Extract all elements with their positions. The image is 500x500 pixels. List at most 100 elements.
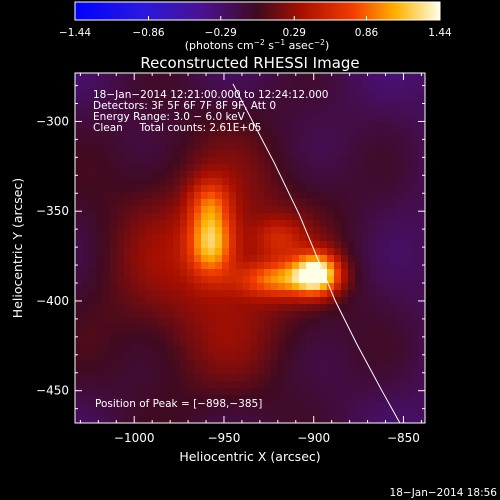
heatmap-cell bbox=[411, 297, 419, 305]
heatmap-cell bbox=[117, 227, 125, 235]
heatmap-cell bbox=[117, 353, 125, 361]
heatmap-cell bbox=[96, 185, 104, 193]
heatmap-cell bbox=[103, 213, 111, 221]
heatmap-cell bbox=[89, 297, 97, 305]
heatmap-cell bbox=[96, 311, 104, 319]
heatmap-cell bbox=[187, 395, 195, 403]
heatmap-cell bbox=[103, 178, 111, 186]
heatmap-cell bbox=[131, 178, 139, 186]
heatmap-cell bbox=[194, 395, 202, 403]
heatmap-cell bbox=[243, 269, 251, 277]
heatmap-cell bbox=[306, 94, 314, 102]
heatmap-cell bbox=[362, 164, 370, 172]
heatmap-cell bbox=[124, 346, 132, 354]
heatmap-cell bbox=[397, 157, 405, 165]
heatmap-cell bbox=[82, 150, 90, 158]
heatmap-cell bbox=[103, 297, 111, 305]
heatmap-cell bbox=[397, 227, 405, 235]
heatmap-cell bbox=[348, 136, 356, 144]
heatmap-cell bbox=[271, 255, 279, 263]
heatmap-cell bbox=[131, 332, 139, 340]
heatmap-cell bbox=[299, 290, 307, 298]
heatmap-cell bbox=[327, 213, 335, 221]
heatmap-cell bbox=[82, 101, 90, 109]
heatmap-cell bbox=[376, 94, 384, 102]
heatmap-cell bbox=[355, 360, 363, 368]
heatmap-cell bbox=[215, 297, 223, 305]
heatmap-cell bbox=[313, 381, 321, 389]
heatmap-cell bbox=[152, 290, 160, 298]
heatmap-cell bbox=[362, 353, 370, 361]
heatmap-cell bbox=[271, 339, 279, 347]
heatmap-cell bbox=[306, 108, 314, 116]
heatmap-cell bbox=[341, 199, 349, 207]
heatmap-cell bbox=[271, 136, 279, 144]
heatmap-cell bbox=[96, 73, 104, 81]
heatmap-cell bbox=[264, 402, 272, 410]
heatmap-cell bbox=[376, 304, 384, 312]
heatmap-cell bbox=[208, 206, 216, 214]
heatmap-cell bbox=[418, 388, 425, 396]
heatmap-cell bbox=[187, 416, 195, 423]
heatmap-cell bbox=[82, 94, 90, 102]
heatmap-cell bbox=[306, 213, 314, 221]
heatmap-cell bbox=[334, 122, 342, 130]
heatmap-cell bbox=[187, 248, 195, 256]
heatmap-cell bbox=[341, 157, 349, 165]
heatmap-cell bbox=[138, 136, 146, 144]
heatmap-cell bbox=[334, 269, 342, 277]
heatmap-cell bbox=[103, 87, 111, 95]
heatmap-cell bbox=[117, 381, 125, 389]
heatmap-cell bbox=[89, 318, 97, 326]
heatmap-cell bbox=[173, 143, 181, 151]
heatmap-cell bbox=[138, 115, 146, 123]
heatmap-cell bbox=[292, 409, 300, 417]
heatmap-cell bbox=[89, 367, 97, 375]
heatmap-cell bbox=[117, 311, 125, 319]
heatmap-cell bbox=[250, 227, 258, 235]
heatmap-cell bbox=[138, 87, 146, 95]
heatmap-cell bbox=[250, 276, 258, 284]
heatmap-cell bbox=[292, 227, 300, 235]
heatmap-cell bbox=[278, 367, 286, 375]
heatmap-cell bbox=[390, 192, 398, 200]
heatmap-cell bbox=[411, 248, 419, 256]
heatmap-cell bbox=[117, 374, 125, 382]
heatmap-cell bbox=[229, 388, 237, 396]
heatmap-cell bbox=[390, 297, 398, 305]
heatmap-cell bbox=[82, 332, 90, 340]
heatmap-cell bbox=[138, 402, 146, 410]
heatmap-cell bbox=[292, 262, 300, 270]
heatmap-cell bbox=[96, 395, 104, 403]
heatmap-cell bbox=[271, 360, 279, 368]
heatmap-cell bbox=[418, 367, 425, 375]
heatmap-cell bbox=[187, 276, 195, 284]
heatmap-cell bbox=[131, 346, 139, 354]
heatmap-cell bbox=[215, 178, 223, 186]
heatmap-cell bbox=[320, 374, 328, 382]
heatmap-cell bbox=[208, 73, 216, 81]
heatmap-cell bbox=[152, 150, 160, 158]
heatmap-cell bbox=[306, 157, 314, 165]
heatmap-cell bbox=[271, 311, 279, 319]
heatmap-cell bbox=[103, 304, 111, 312]
heatmap-cell bbox=[327, 150, 335, 158]
heatmap-cell bbox=[397, 409, 405, 417]
heatmap-cell bbox=[278, 171, 286, 179]
heatmap-cell bbox=[355, 234, 363, 242]
heatmap-cell bbox=[110, 325, 118, 333]
heatmap-cell bbox=[383, 332, 391, 340]
heatmap-cell bbox=[362, 248, 370, 256]
heatmap-cell bbox=[166, 227, 174, 235]
heatmap-cell bbox=[418, 171, 425, 179]
heatmap-cell bbox=[138, 276, 146, 284]
heatmap-cell bbox=[348, 157, 356, 165]
heatmap-cell bbox=[271, 262, 279, 270]
heatmap-cell bbox=[82, 206, 90, 214]
heatmap-cell bbox=[124, 290, 132, 298]
heatmap-cell bbox=[285, 402, 293, 410]
heatmap-cell bbox=[299, 87, 307, 95]
heatmap-cell bbox=[404, 325, 412, 333]
heatmap-cell bbox=[376, 262, 384, 270]
heatmap-cell bbox=[201, 353, 209, 361]
